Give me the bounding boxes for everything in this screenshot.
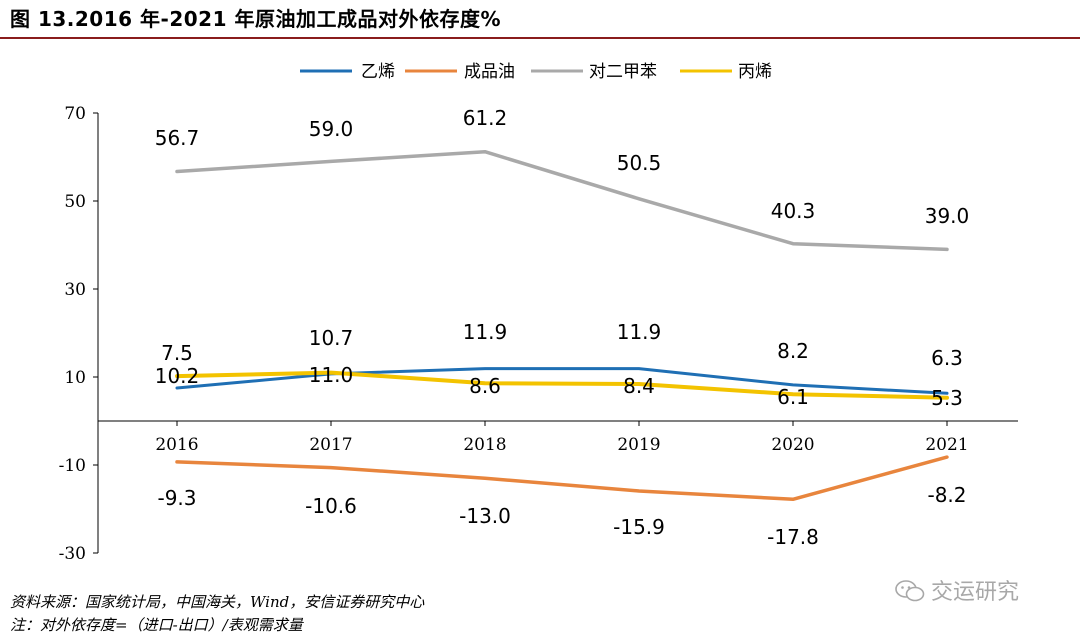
x-tick-label: 2018	[463, 435, 506, 455]
y-tick-label: 10	[64, 368, 86, 388]
series-line	[175, 370, 949, 400]
data-label-refined-oil: -15.9	[613, 515, 665, 539]
data-label-ethylene: 6.3	[931, 346, 963, 370]
wechat-icon	[895, 580, 925, 602]
x-tick-label: 2019	[617, 435, 660, 455]
definition-note: 注：对外依存度=（进口-出口）/表观需求量	[10, 616, 303, 634]
chart-title: 图 13.2016 年-2021 年原油加工成品对外依存度%	[10, 7, 501, 31]
data-label-propylene: 10.2	[155, 364, 200, 388]
data-label-paraxylene: 56.7	[155, 126, 200, 150]
data-label-ethylene: 11.9	[463, 320, 508, 344]
data-label-ethylene: 7.5	[161, 341, 193, 365]
data-label-refined-oil: -10.6	[305, 494, 357, 518]
data-label-paraxylene: 61.2	[463, 106, 508, 130]
data-label-paraxylene: 39.0	[925, 204, 970, 228]
watermark-text: 交运研究	[931, 580, 1020, 605]
data-label-propylene: 8.6	[469, 374, 501, 398]
watermark: 交运研究	[895, 574, 1019, 606]
data-label-ethylene: 8.2	[777, 339, 809, 363]
x-tick-label: 2017	[309, 435, 352, 455]
x-tick-label: 2016	[155, 435, 198, 455]
legend-label: 丙烯	[738, 62, 772, 82]
y-tick-label: -10	[59, 456, 86, 476]
title-divider	[0, 37, 1080, 39]
data-label-paraxylene: 50.5	[617, 151, 662, 175]
y-tick-label: 30	[64, 280, 86, 300]
series-line	[175, 149, 949, 252]
data-label-paraxylene: 40.3	[771, 199, 816, 223]
data-label-propylene: 11.0	[309, 363, 354, 387]
source-note: 资料来源：国家统计局，中国海关，Wind，安信证券研究中心	[10, 593, 425, 611]
legend-label: 成品油	[464, 62, 515, 82]
x-tick-label: 2021	[925, 435, 968, 455]
line-chart: -30 -10 10 30 50 70 2016 2017 2018 2019 2020 2021 乙烯…	[59, 62, 1018, 564]
data-label-refined-oil: -8.2	[927, 483, 966, 507]
data-label-refined-oil: -9.3	[157, 486, 196, 510]
series-line	[175, 455, 949, 502]
legend-label: 对二甲苯	[589, 62, 657, 82]
data-label-paraxylene: 59.0	[309, 117, 354, 141]
data-label-propylene: 6.1	[777, 385, 809, 409]
y-tick-label: 70	[64, 104, 86, 124]
y-tick-label: -30	[59, 544, 86, 564]
data-label-ethylene: 11.9	[617, 320, 662, 344]
y-tick-label: 50	[64, 192, 86, 212]
x-tick-label: 2020	[771, 435, 814, 455]
data-label-refined-oil: -17.8	[767, 525, 819, 549]
data-label-propylene: 8.4	[623, 374, 655, 398]
data-label-propylene: 5.3	[931, 386, 963, 410]
data-label-refined-oil: -13.0	[459, 504, 511, 528]
legend-label: 乙烯	[361, 62, 395, 82]
data-label-ethylene: 10.7	[309, 326, 354, 350]
series-line	[175, 367, 949, 395]
